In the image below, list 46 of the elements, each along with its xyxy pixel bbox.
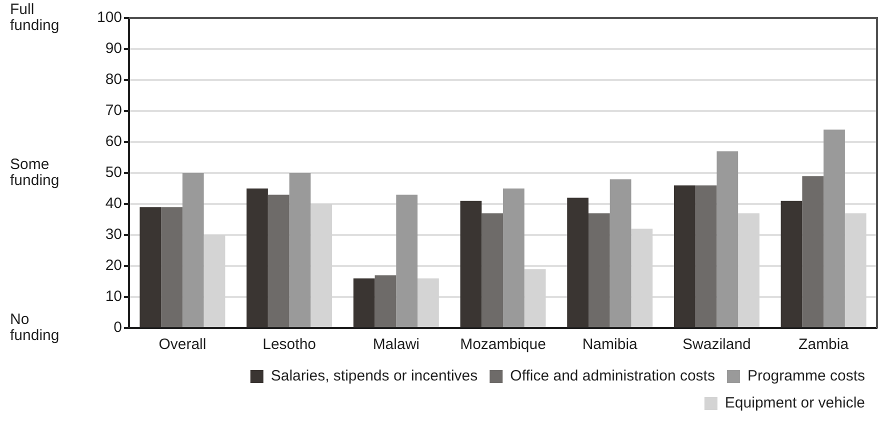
x-tick-label: Swaziland — [682, 336, 751, 354]
bar — [674, 185, 696, 327]
x-tick-label: Malawi — [372, 336, 420, 354]
y-tick-label: 80 — [105, 71, 122, 88]
bar — [588, 213, 610, 327]
legend-label: Equipment or vehicle — [724, 394, 865, 412]
x-tick-label: Namibia — [582, 336, 638, 354]
bar — [460, 200, 482, 327]
bar — [140, 207, 162, 327]
legend-label: Salaries, stipends or incentives — [270, 368, 478, 385]
y-tick-label: 60 — [105, 133, 122, 150]
x-tick-label: Zambia — [798, 336, 850, 354]
bar — [246, 188, 268, 327]
y-tick-label: 0 — [114, 319, 122, 336]
bar — [780, 200, 802, 327]
x-tick-label: Mozambique — [460, 336, 546, 354]
x-tick-label: Lesotho — [262, 336, 316, 354]
legend-label: Office and administration costs — [510, 368, 715, 385]
bar — [824, 130, 845, 327]
bar — [374, 275, 396, 327]
y-tick-label: 50 — [105, 164, 122, 182]
bar — [482, 213, 504, 327]
y-tick-label: 90 — [105, 40, 122, 58]
bar — [268, 194, 290, 327]
bar — [353, 278, 375, 327]
legend-label: Programme costs — [747, 368, 866, 385]
text: No funding — [10, 311, 60, 344]
y-tick-label: 10 — [105, 288, 122, 306]
bar — [182, 173, 204, 327]
y-tick-label: 100 — [96, 9, 122, 26]
y-tick-label: 40 — [105, 195, 122, 212]
y-tick-label: 70 — [105, 102, 122, 120]
bar — [567, 198, 588, 327]
bar — [610, 179, 632, 327]
bar — [289, 173, 311, 327]
bar — [716, 151, 738, 327]
text: Some funding — [10, 156, 60, 190]
y-tick-label: 20 — [105, 257, 122, 274]
y-tick-label: 30 — [105, 226, 122, 244]
bar — [695, 185, 717, 327]
bar — [396, 194, 418, 327]
bar — [802, 176, 824, 327]
bar — [503, 188, 524, 327]
x-tick-label: Overall — [158, 336, 206, 354]
text: Full funding — [10, 1, 60, 34]
bar — [161, 207, 182, 327]
